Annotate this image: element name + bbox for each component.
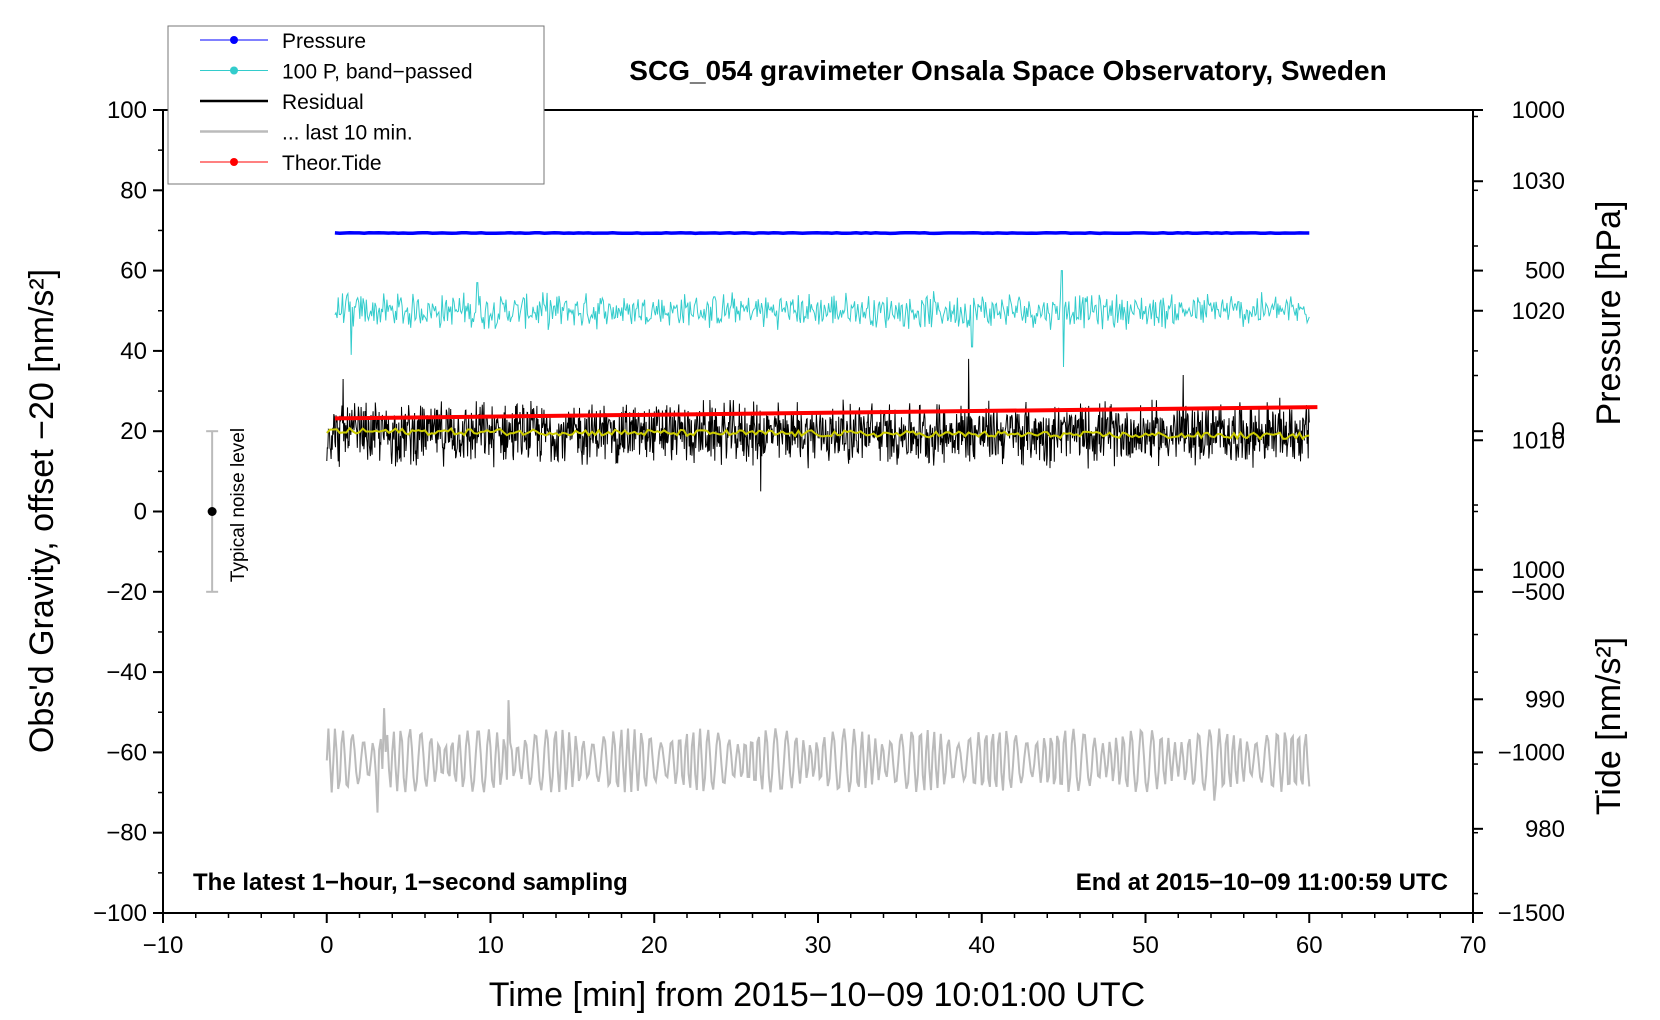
y-tide-tick-label: −1000 (1498, 739, 1565, 766)
y-axis-left-ticks: 100 80 60 40 20 0 −20 −40 −60 −80 −100 (93, 97, 163, 927)
series-tide-line (334, 405, 1318, 421)
y-tide-tick-label: 500 (1525, 258, 1565, 285)
series-residual-line (326, 358, 1310, 492)
y-tide-tick-label: −500 (1511, 579, 1565, 606)
series-last10-line (325, 700, 1311, 813)
y-pressure-tick-label: 1030 (1512, 168, 1565, 195)
legend-label: Residual (282, 91, 364, 114)
plot-frame (162, 109, 1474, 914)
legend: Pressure 100 P, band−passed Residual ... la… (167, 25, 545, 185)
noise-errorbar-point (207, 507, 217, 516)
y-left-tick-label: 0 (134, 499, 147, 526)
x-tick-label: 10 (477, 932, 504, 959)
y-left-tick-label: 60 (120, 258, 147, 285)
x-axis-ticks: −10 0 10 20 30 40 50 60 70 (143, 913, 1487, 959)
y-left-tick-label: 100 (107, 97, 147, 124)
legend-box (167, 25, 545, 185)
y-tide-tick-label: −1500 (1498, 900, 1565, 927)
y-pressure-tick-label: 990 (1525, 686, 1565, 713)
y-pressure-tick-label: 1020 (1512, 298, 1565, 325)
y-tide-tick-label: 0 (1552, 418, 1565, 445)
noise-level-errorbar (206, 430, 219, 593)
y-pressure-tick-label: 980 (1525, 816, 1565, 843)
y-left-tick-label: 20 (120, 418, 147, 445)
x-tick-label: 0 (320, 932, 333, 959)
legend-label: 100 P, band−passed (282, 61, 473, 84)
series-layer (325, 230, 1318, 813)
y-axis-title-pressure: Pressure [hPa] (1590, 201, 1628, 426)
y-left-tick-label: 40 (120, 338, 147, 365)
y-pressure-tick-label: 1000 (1512, 557, 1565, 584)
legend-marker (230, 66, 238, 75)
legend-marker (230, 36, 238, 44)
noise-label: Typical noise level (228, 428, 249, 582)
x-tick-label: 40 (968, 932, 995, 959)
y-left-tick-label: −80 (106, 820, 147, 847)
x-tick-label: 70 (1460, 932, 1487, 959)
x-tick-label: 30 (805, 932, 832, 959)
y-left-tick-label: −20 (106, 579, 147, 606)
series-residual-smoothed-line (326, 426, 1310, 441)
x-tick-label: −10 (143, 932, 184, 959)
legend-label: Pressure (282, 30, 366, 53)
annotation-end-time: End at 2015−10−09 11:00:59 UTC (1076, 869, 1448, 896)
y-axis-title-tide: Tide [nm/s²] (1590, 637, 1628, 815)
y-left-tick-label: −40 (106, 659, 147, 686)
x-axis-title: Time [min] from 2015−10−09 10:01:00 UTC (489, 976, 1145, 1014)
y-left-tick-label: 80 (120, 177, 147, 204)
x-tick-label: 20 (641, 932, 668, 959)
x-tick-label: 50 (1132, 932, 1159, 959)
y-pressure-tick-label: 1010 (1512, 427, 1565, 454)
y-tide-tick-label: 1000 (1512, 97, 1565, 124)
legend-label: Theor.Tide (282, 152, 382, 175)
y-left-tick-label: −60 (106, 739, 147, 766)
x-tick-label: 60 (1296, 932, 1323, 959)
y-left-tick-label: −100 (93, 900, 147, 927)
legend-label: ... last 10 min. (282, 122, 413, 145)
legend-marker (230, 158, 238, 166)
y-axis-title-left: Obs'd Gravity, offset −20 [nm/s²] (23, 269, 61, 753)
series-pressure-line (334, 230, 1310, 236)
annotation-sampling: The latest 1−hour, 1−second sampling (193, 869, 628, 896)
chart-title: SCG_054 gravimeter Onsala Space Observat… (629, 55, 1386, 86)
y-axis-pressure-ticks: 1030 1020 1010 1000 990 980 (1473, 115, 1565, 895)
series-bandpassed-line (334, 270, 1310, 368)
y-axis-tide-ticks: 1000 500 0 −500 −1000 −1500 (1473, 97, 1565, 927)
